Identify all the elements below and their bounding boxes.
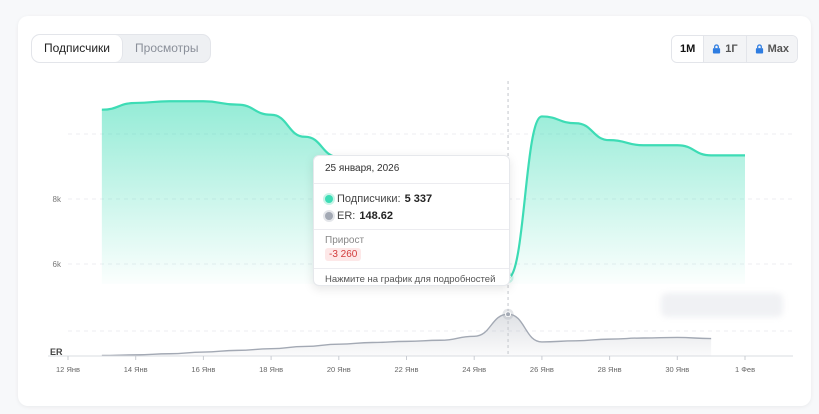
tooltip-er-label: ER:: [337, 209, 356, 222]
er-series: ER: [50, 313, 712, 357]
range-1y-label: 1Г: [725, 43, 738, 55]
lock-icon: [755, 44, 763, 54]
x-tick-label: 16 Янв: [191, 365, 215, 374]
x-axis: 12 Янв 14 Янв 16 Янв 18 Янв 20 Янв 22 Янв 24 Я…: [48, 355, 793, 374]
y-tick-label: 8k: [53, 195, 62, 204]
range-max-label: Max: [767, 43, 789, 55]
tooltip-date: 25 января, 2026: [314, 156, 509, 184]
blurred-watermark: [661, 293, 783, 317]
x-tick-label: 28 Янв: [598, 365, 622, 374]
tooltip-subs-value: 5 337: [404, 192, 433, 205]
range-1y-button[interactable]: 1Г: [703, 36, 746, 62]
tooltip-footer: Нажмите на график для подробностей: [314, 268, 509, 290]
x-tick-label: 24 Янв: [462, 365, 486, 374]
y-tick-label: 6k: [53, 260, 62, 269]
range-1m-label: 1М: [679, 43, 696, 55]
er-area: [101, 314, 712, 356]
tooltip-growth: Прирост -3 260: [314, 230, 509, 268]
hover-er-point: [505, 311, 512, 318]
x-tick-label: 30 Янв: [665, 365, 689, 374]
metric-toggle: Подписчики Просмотры: [31, 34, 212, 63]
x-tick-label: 26 Янв: [530, 365, 554, 374]
tooltip-growth-badge: -3 260: [325, 248, 362, 261]
range-max-button[interactable]: Max: [745, 36, 797, 62]
lock-icon: [713, 44, 721, 54]
tab-views[interactable]: Просмотры: [135, 41, 199, 55]
subs-dot-icon: [325, 194, 333, 203]
tooltip-er-value: 148.62: [359, 209, 393, 222]
tooltip-subs-label: Подписчики:: [337, 192, 401, 205]
x-tick-label: 1 Фев: [735, 365, 755, 374]
tab-subscribers[interactable]: Подписчики: [32, 35, 124, 62]
tooltip-subs-row: Подписчики: 5 337: [325, 191, 498, 206]
range-selector: 1М 1Г Max: [670, 35, 798, 63]
x-tick-label: 14 Янв: [124, 365, 148, 374]
er-dot-icon: [325, 211, 333, 220]
range-1m-button[interactable]: 1М: [671, 36, 704, 62]
x-tick-label: 18 Янв: [259, 365, 283, 374]
tooltip-growth-label: Прирост: [325, 235, 365, 246]
x-tick-label: 12 Янв: [56, 365, 80, 374]
x-tick-label: 20 Янв: [327, 365, 351, 374]
x-tick-label: 22 Янв: [395, 365, 419, 374]
chart-card: Подписчики Просмотры 1М 1Г Max 6k 8k ER 1…: [18, 16, 811, 406]
er-axis-label: ER: [50, 347, 63, 357]
chart-tooltip: 25 января, 2026 Подписчики: 5 337 ER: 14…: [313, 155, 510, 286]
tooltip-values: Подписчики: 5 337 ER: 148.62: [314, 184, 509, 230]
tooltip-er-row: ER: 148.62: [325, 208, 498, 223]
